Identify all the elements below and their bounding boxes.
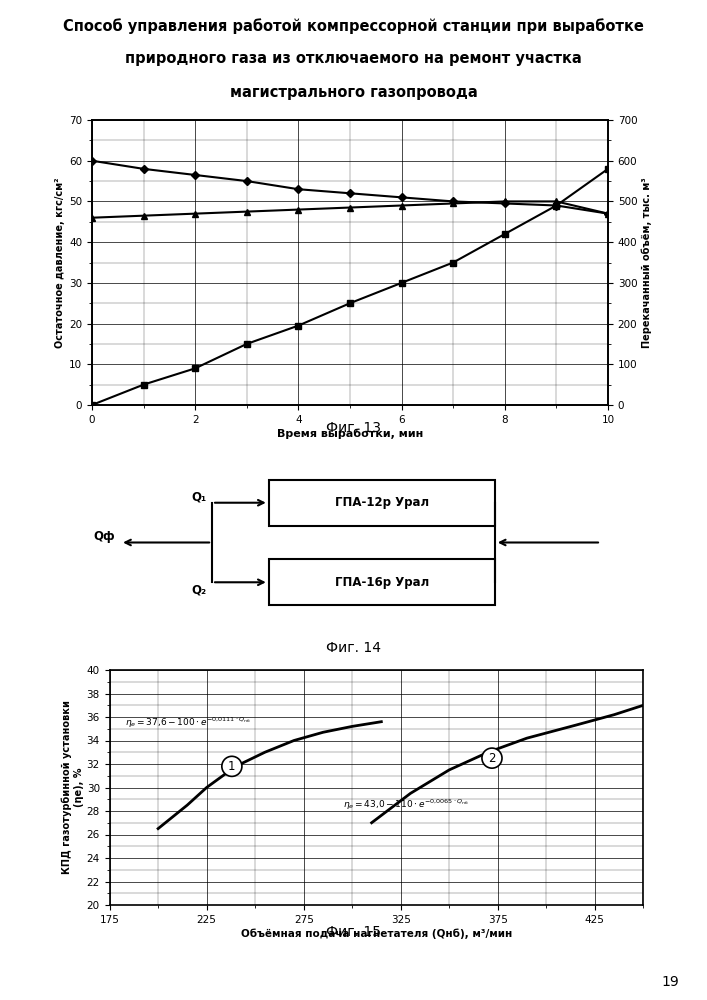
Text: природного газа из отключаемого на ремонт участка: природного газа из отключаемого на ремон… — [125, 50, 582, 66]
Text: магистрального газопровода: магистрального газопровода — [230, 86, 477, 101]
Text: Способ управления работой компрессорной станции при выработке: Способ управления работой компрессорной … — [63, 18, 644, 34]
Y-axis label: Остаточное давление, кгс/см²: Остаточное давление, кгс/см² — [55, 177, 65, 348]
Text: Фиг. 14: Фиг. 14 — [326, 641, 381, 654]
Text: Q₁: Q₁ — [192, 491, 206, 504]
Text: 1: 1 — [228, 760, 235, 773]
Text: Фиг. 15: Фиг. 15 — [326, 926, 381, 940]
Y-axis label: Перекачанный объём, тыс. м³: Перекачанный объём, тыс. м³ — [641, 177, 652, 348]
X-axis label: Время выработки, мин: Время выработки, мин — [277, 429, 423, 439]
Text: Qф: Qф — [93, 530, 115, 543]
Text: $\eta_e = 37{,}6 - 100 \cdot e^{-0{,}0111 \cdot Q_{\mathregular{нб}}}$: $\eta_e = 37{,}6 - 100 \cdot e^{-0{,}011… — [125, 716, 250, 730]
Text: Q₂: Q₂ — [192, 584, 206, 597]
Text: ГПА-12р Урал: ГПА-12р Урал — [334, 496, 429, 509]
Text: 19: 19 — [661, 975, 679, 989]
Y-axis label: КПД газотурбинной установки
(ηe), %: КПД газотурбинной установки (ηe), % — [62, 700, 84, 874]
Bar — [269, 480, 495, 526]
Bar — [269, 559, 495, 605]
Text: Фиг. 13: Фиг. 13 — [326, 421, 381, 435]
X-axis label: Объёмная подача нагнетателя (Qнб), м³/мин: Объёмная подача нагнетателя (Qнб), м³/ми… — [241, 929, 512, 939]
Text: 2: 2 — [489, 752, 496, 765]
Text: $\eta_e = 43{,}0 - 110 \cdot e^{-0{,}0065 \cdot Q_{\mathregular{нб}}}$: $\eta_e = 43{,}0 - 110 \cdot e^{-0{,}006… — [342, 798, 468, 812]
Text: ГПА-16р Урал: ГПА-16р Урал — [334, 576, 429, 589]
